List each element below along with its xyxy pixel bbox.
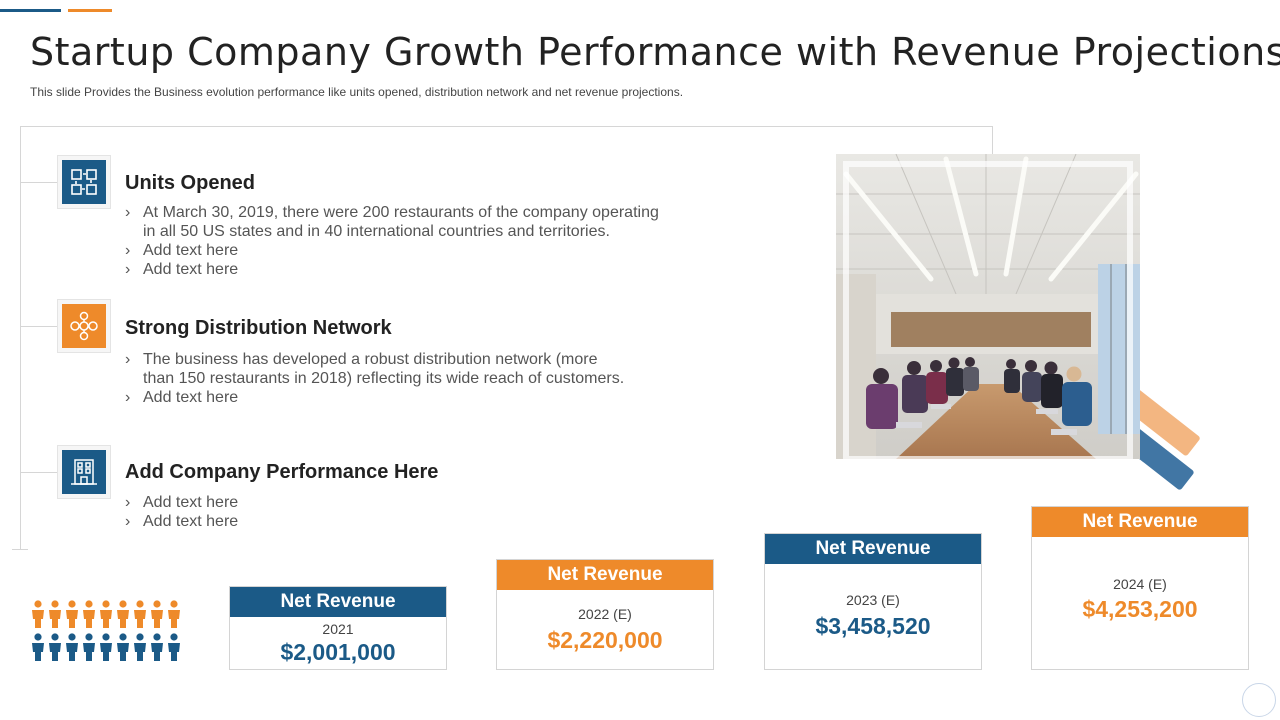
person-icon	[100, 633, 112, 661]
frame-foot-line	[12, 549, 28, 550]
bullet-item: Add text here	[125, 260, 659, 279]
meeting-room-photo	[836, 154, 1140, 459]
person-icon	[83, 600, 95, 628]
revenue-card-header: Net Revenue	[497, 560, 713, 590]
page-subtitle: This slide Provides the Business evoluti…	[30, 85, 684, 99]
bullet-continuation: in all 50 US states and in 40 internatio…	[143, 223, 610, 240]
revenue-card-2022: Net Revenue 2022 (E) $2,220,000	[496, 559, 714, 670]
bullet-item: The business has developed a robust dist…	[125, 350, 624, 369]
frame-right-line	[992, 126, 993, 156]
person-icon	[134, 600, 146, 628]
accent-bar-orange	[68, 9, 112, 12]
network-people-icon	[57, 299, 111, 353]
bullet-item: Add text here	[125, 241, 659, 260]
bullet-item: Add text here	[125, 493, 238, 512]
bullet-item: Add text here	[125, 388, 624, 407]
feature-bullets-company-performance: Add text here Add text here	[125, 493, 238, 531]
person-icon	[168, 633, 180, 661]
person-icon	[83, 633, 95, 661]
revenue-card-2021: Net Revenue 2021 $2,001,000	[229, 586, 447, 670]
feature-bullets-distribution: The business has developed a robust dist…	[125, 350, 624, 407]
revenue-value: $2,001,000	[280, 639, 396, 665]
frame-top-line	[20, 126, 993, 127]
revenue-value: $4,253,200	[1082, 596, 1198, 622]
revenue-year: 2022 (E)	[578, 606, 632, 622]
person-icon	[49, 633, 61, 661]
person-icon	[151, 633, 163, 661]
person-icon	[32, 633, 44, 661]
person-icon	[168, 600, 180, 628]
feature-title-units-opened: Units Opened	[125, 172, 256, 194]
feature-title-company-performance: Add Company Performance Here	[125, 461, 439, 483]
person-icon	[100, 600, 112, 628]
feature-title-distribution: Strong Distribution Network	[125, 317, 392, 339]
revenue-year: 2021	[322, 621, 354, 637]
revenue-card-header: Net Revenue	[765, 534, 981, 564]
person-icon	[117, 633, 129, 661]
revenue-card-header: Net Revenue	[230, 587, 446, 617]
people-crowd-icon	[30, 600, 182, 662]
connector-line	[20, 472, 58, 473]
person-icon	[66, 600, 78, 628]
person-icon	[66, 633, 78, 661]
page-title: Startup Company Growth Performance with …	[30, 30, 1280, 74]
revenue-card-2023: Net Revenue 2023 (E) $3,458,520	[764, 533, 982, 670]
person-icon	[117, 600, 129, 628]
revenue-card-header: Net Revenue	[1032, 507, 1248, 537]
revenue-year: 2023 (E)	[846, 592, 900, 608]
revenue-year: 2024 (E)	[1113, 576, 1167, 592]
revenue-value: $2,220,000	[547, 627, 663, 653]
person-icon	[134, 633, 146, 661]
revenue-value: $3,458,520	[815, 613, 931, 639]
person-icon	[32, 600, 44, 628]
frame-left-line	[20, 126, 21, 550]
connector-line	[20, 182, 58, 183]
connector-line	[20, 326, 58, 327]
company-building-icon	[57, 445, 111, 499]
corner-circle-decoration	[1242, 683, 1276, 717]
accent-bar-blue	[0, 9, 61, 12]
bullet-item: At March 30, 2019, there were 200 restau…	[125, 203, 659, 222]
units-cubes-icon	[57, 155, 111, 209]
bullet-continuation: than 150 restaurants in 2018) reflecting…	[143, 370, 625, 387]
person-icon	[49, 600, 61, 628]
person-icon	[151, 600, 163, 628]
revenue-card-2024: Net Revenue 2024 (E) $4,253,200	[1031, 506, 1249, 670]
bullet-item: Add text here	[125, 512, 238, 531]
feature-bullets-units-opened: At March 30, 2019, there were 200 restau…	[125, 203, 659, 279]
